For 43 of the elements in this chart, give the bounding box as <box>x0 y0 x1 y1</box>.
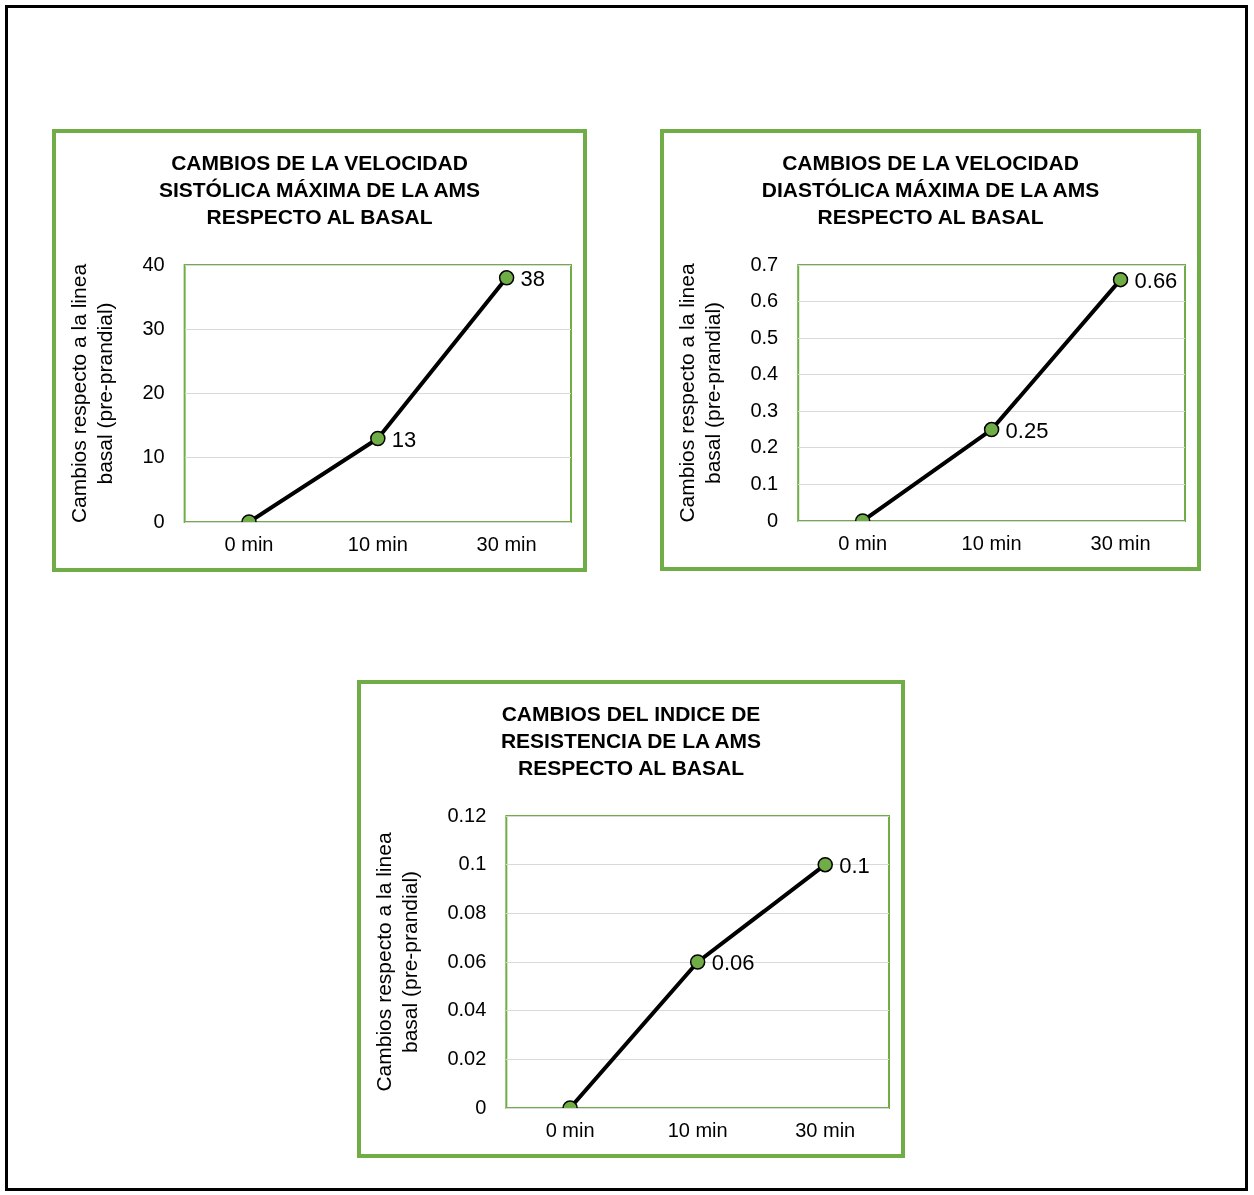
y-axis-title: Cambios respecto a la linea basal (pre-prandial) <box>67 263 116 524</box>
chart-title: CAMBIOS DE LA VELOCIDAD DIASTÓLICA MÁXIMA DE LA AMS RESPECTO AL BASAL <box>760 150 1101 230</box>
y-tick-label: 0.12 <box>447 803 487 826</box>
y-tick-label: 0.4 <box>750 362 779 385</box>
y-tick-label: 0.3 <box>750 398 779 421</box>
data-label: 38 <box>520 265 546 291</box>
y-tick-label: 0.5 <box>750 325 779 348</box>
data-label: 0.1 <box>839 852 870 878</box>
data-label: 0.06 <box>711 950 755 976</box>
y-tick-label: 0 <box>475 1095 487 1118</box>
y-tick-label: 0.1 <box>750 471 779 494</box>
y-tick-label: 30 <box>142 316 165 339</box>
point <box>689 954 706 970</box>
point <box>817 856 833 873</box>
x-tick-label: 10 min <box>961 531 1022 554</box>
y-tick-label: 0 <box>153 509 165 532</box>
y-tick-label: 0.6 <box>750 289 779 312</box>
y-tick-label: 0 <box>767 508 779 531</box>
x-tick-label: 0 min <box>838 531 888 554</box>
x-tick-label: 30 min <box>1090 531 1151 554</box>
data-label: 13 <box>391 426 417 452</box>
y-tick-label: 0.1 <box>458 852 487 875</box>
x-tick-label: 30 min <box>476 532 537 555</box>
data-label: 0.66 <box>1134 267 1178 293</box>
y-tick-label: 0.02 <box>447 1046 487 1069</box>
y-tick-label: 0.7 <box>750 252 779 275</box>
y-tick-label: 0.2 <box>750 435 779 458</box>
x-tick-label: 0 min <box>545 1118 595 1141</box>
y-tick-label: 0.08 <box>447 900 487 923</box>
x-tick-label: 10 min <box>667 1118 728 1141</box>
x-tick-label: 0 min <box>224 532 274 555</box>
x-tick-label: 30 min <box>795 1118 856 1141</box>
chart-title: CAMBIOS DEL INDICE DE RESISTENCIA DE LA AMS RESPECTO AL BASAL <box>499 701 763 781</box>
y-tick-label: 10 <box>142 445 165 468</box>
x-tick-label: 10 min <box>347 532 408 555</box>
y-tick-label: 0.06 <box>447 949 487 972</box>
chart-title: CAMBIOS DE LA VELOCIDAD SISTÓLICA MÁXIMA DE LA AMS RESPECTO AL BASAL <box>157 150 482 230</box>
data-label: 0.25 <box>1005 417 1049 443</box>
y-tick-label: 40 <box>142 252 165 275</box>
y-axis-title: Cambios respecto a la linea basal (pre-prandial) <box>372 832 421 1092</box>
y-tick-label: 0.04 <box>447 998 487 1021</box>
y-tick-label: 20 <box>142 381 165 404</box>
y-axis-title: Cambios respecto a la linea basal (pre-prandial) <box>675 263 724 523</box>
